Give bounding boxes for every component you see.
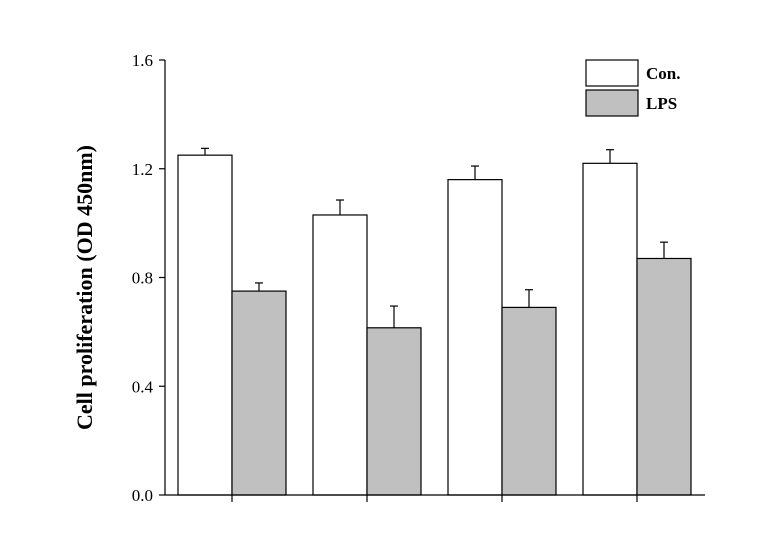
y-tick-label: 0.8: [132, 269, 153, 288]
bar-con-2: [312, 214, 368, 496]
bar-con-1: [177, 154, 233, 496]
legend-label-con: Con.: [646, 64, 680, 83]
x-ticks: [231, 495, 638, 502]
bar-con-4: [582, 162, 638, 496]
legend-swatch-con: [585, 59, 639, 87]
y-ticks: 0.0 0.4 0.8 1.2 1.6: [132, 51, 165, 505]
y-tick-label: 0.4: [132, 377, 154, 396]
legend-swatch-lps: [585, 89, 639, 117]
bar-con-3: [447, 179, 503, 496]
y-tick-label: 0.0: [132, 486, 153, 505]
bar-lps-4: [636, 257, 692, 496]
bars-layer: [177, 154, 692, 496]
bar-lps-3: [501, 306, 557, 496]
legend: Con. LPS: [585, 59, 680, 117]
y-tick-label: 1.6: [132, 51, 153, 70]
legend-label-lps: LPS: [646, 94, 677, 113]
bar-lps-1: [231, 290, 287, 496]
bar-lps-2: [366, 327, 422, 496]
error-bars-layer: [201, 147, 668, 328]
y-tick-label: 1.2: [132, 160, 153, 179]
y-axis-title: Cell proliferation (OD 450nm): [72, 145, 97, 430]
